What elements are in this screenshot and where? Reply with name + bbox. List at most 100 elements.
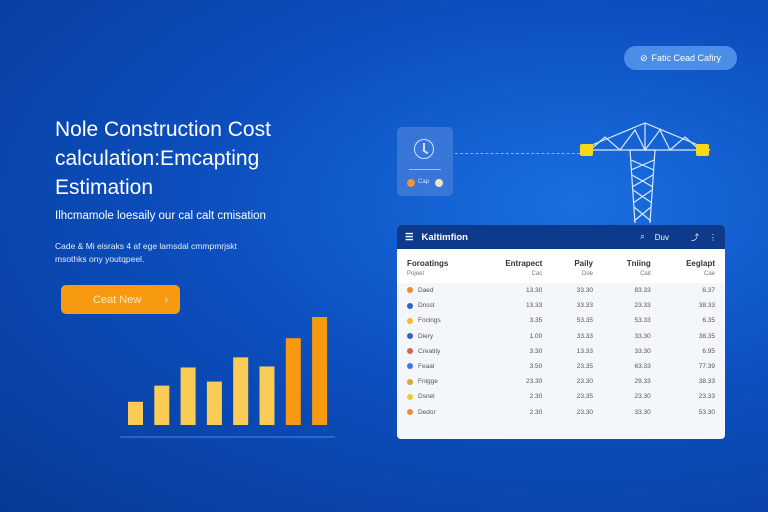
column-header[interactable]: Paily Doe [552,249,604,283]
value-cell: 13.30 [525,287,543,295]
table-row[interactable]: Dnsst 13.33 33.33 23.33 38.33 [397,298,725,313]
more-icon[interactable]: ⋮ [709,232,717,242]
column-header[interactable]: Foroatings Pojeet [397,249,478,283]
table-row[interactable]: Feaal 3.50 23.35 63.33 77.39 [397,359,725,374]
hero-description: Cade & Mi eisraks 4 af ege lamsdal cmmpm… [55,241,237,264]
category-icon [407,302,413,309]
category-icon [407,348,413,355]
connector-line [455,153,585,154]
divider [409,169,441,170]
row-name-cell: Dedor [397,405,478,420]
table-row[interactable]: Creatity 3.30 13.33 33.30 6.95 [397,344,725,359]
category-icon [407,378,413,385]
value-cell: 53.35 [576,317,594,325]
category-icon [407,408,413,415]
cta-label: Ceat New [93,293,142,306]
value-cell: 23.30 [576,378,594,386]
column-title: Tniing [626,259,651,268]
bar [312,317,328,425]
bar-chart [120,317,335,438]
panel-title: Kaltimfion [421,231,468,243]
value-cell: 3.30 [529,347,543,355]
status-dot [435,179,443,187]
column-subtitle: Cac [531,271,543,277]
bar [285,338,301,425]
row-name-cell: Fnigge [397,374,478,389]
table-row[interactable]: Diery 1.00 33.33 33.30 38.35 [397,329,725,344]
value-cell: 23.35 [576,363,594,371]
value-cell: 38.33 [698,302,715,310]
value-cell: 23.30 [576,408,594,416]
value-cell: 6.35 [702,317,715,325]
share-icon[interactable]: ⤴ [691,232,699,242]
table-row[interactable]: Foclngs 3.35 53.35 53.33 6.35 [397,313,725,328]
value-cell: 33.30 [634,347,651,355]
row-name-cell: Dsnel [397,389,478,404]
row-name: Foclngs [418,317,441,325]
bar [206,381,222,425]
value-cell: 33.30 [576,287,594,295]
value-cell: 63.33 [634,363,651,371]
column-subtitle: Cae [703,271,715,277]
column-subtitle: Cait [640,271,651,277]
category-pill[interactable]: ⊘ Fatic Cead Cafiry [624,46,737,70]
value-cell: 77.39 [698,363,715,371]
table-row[interactable]: Dsnel 2.30 23.35 23.30 23.33 [397,389,725,404]
row-name: Feaal [418,363,435,371]
leaf-icon: ⊘ [639,52,648,63]
value-cell: 38.33 [698,378,715,386]
category-icon [407,363,413,370]
value-cell: 6.95 [702,347,715,355]
column-header[interactable]: Entrapect Cac [477,249,553,283]
menu-icon[interactable]: ☰ [405,231,414,243]
table-row[interactable]: Dedor 2.30 23.30 33.30 53.30 [397,405,725,420]
column-title: Eeglapt [686,259,715,268]
cost-table: Foroatings Pojeet Entrapect Cac Paily Doe Tnii… [397,249,725,420]
column-title: Foroatings [407,259,449,268]
value-cell: 2.30 [529,393,543,401]
value-cell: 53.33 [634,317,651,325]
chevron-right-icon: › [164,293,168,306]
value-cell: 1.00 [529,332,543,340]
value-cell: 29.33 [634,378,651,386]
value-cell: 23.33 [698,393,715,401]
value-cell: 3.50 [529,363,543,371]
value-cell: 2.30 [529,408,543,416]
bar [180,367,196,425]
column-subtitle: Pojeet [407,271,425,277]
status-dot [407,179,415,187]
value-cell: 33.33 [576,332,594,340]
value-cell: 38.35 [698,332,715,340]
column-header[interactable]: Eeglapt Cae [660,249,725,283]
create-new-button[interactable]: Ceat New › [61,285,180,314]
hero-title: Nole Construction Cost calculation:Emcap… [55,118,271,199]
clock-card-label: Cap [418,179,430,185]
search-label[interactable]: Duv [654,232,669,242]
row-name: Fnigge [418,378,438,386]
table-row[interactable]: Daed 13.30 33.30 83.33 6.37 [397,283,725,298]
table-row[interactable]: Fnigge 23.30 23.30 29.33 38.33 [397,374,725,389]
value-cell: 33.33 [576,302,594,310]
row-name: Diery [418,332,434,340]
row-name: Dnsst [418,302,435,310]
category-icon [407,332,413,339]
value-cell: 23.30 [634,393,651,401]
value-cell: 53.30 [698,408,715,416]
transmission-tower-illustration [579,122,711,224]
bar [233,357,249,425]
row-name-cell: Foclngs [397,313,478,328]
value-cell: 23.30 [525,378,543,386]
search-icon[interactable]: ⌕ [640,232,645,241]
value-cell: 13.33 [525,302,543,310]
category-icon [407,393,413,400]
row-name-cell: Feaal [397,359,478,374]
value-cell: 23.35 [576,393,594,401]
row-name: Creatity [418,347,441,355]
value-cell: 33.30 [634,332,651,340]
column-header[interactable]: Tniing Cait [603,249,661,283]
row-name-cell: Diery [397,329,478,344]
pill-label: Fatic Cead Cafiry [651,53,722,63]
column-title: Entrapect [505,259,543,268]
value-cell: 83.33 [634,287,651,295]
estimation-table-panel: ☰ Kaltimfion ⌕ Duv ⤴ ⋮ Foroatings Pojeet Entr… [397,225,725,439]
